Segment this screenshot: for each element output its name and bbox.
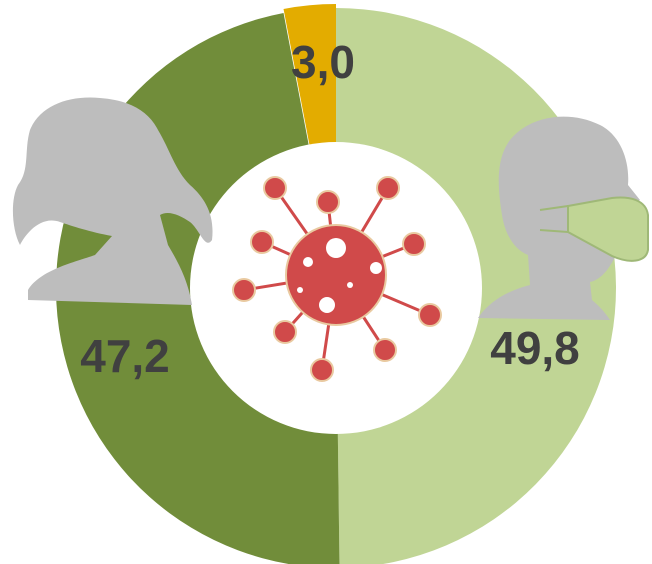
mask-strap [539, 205, 569, 211]
value-label: 47,2 [80, 330, 170, 382]
donut-segment [283, 4, 336, 147]
mask-strap [539, 229, 569, 233]
virus-icon [232, 176, 442, 382]
value-label: 49,8 [490, 322, 580, 374]
man-silhouette [478, 116, 640, 320]
woman-silhouette [12, 97, 213, 305]
value-label: 3,0 [291, 36, 355, 88]
face-mask [567, 196, 649, 262]
